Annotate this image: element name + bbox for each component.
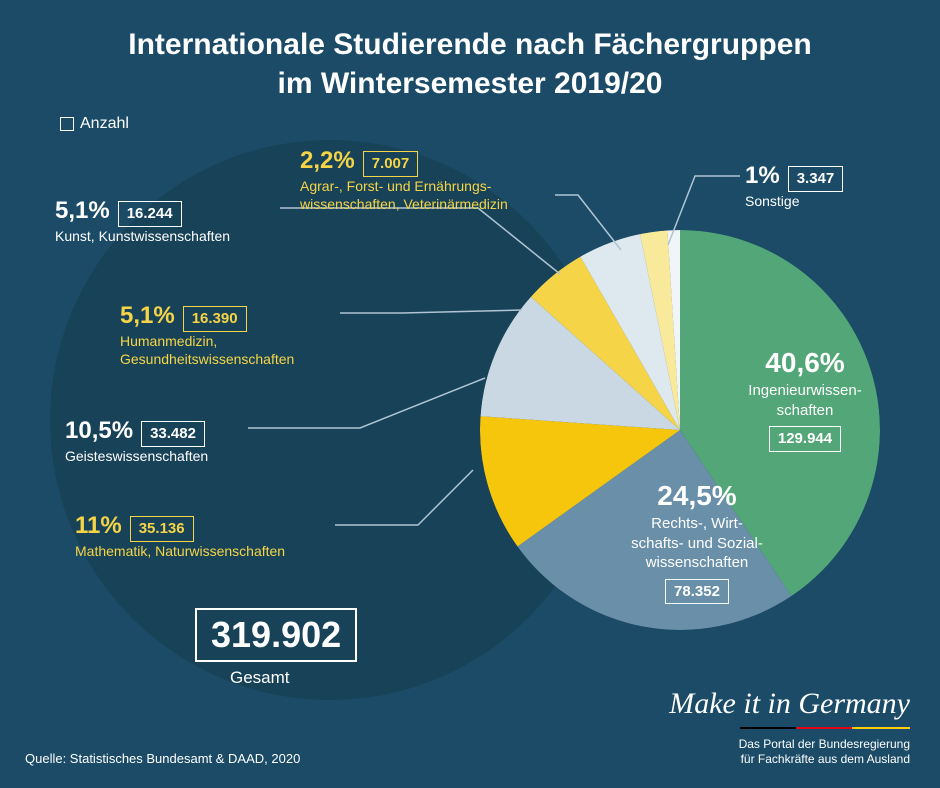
label-law: 24,5%Rechts-, Wirt-schafts- und Sozial-w…	[612, 478, 782, 604]
pct-med: 5,1%	[120, 302, 175, 329]
label-agr: 2,2% 7.007Agrar-, Forst- und Ernährungs-w…	[300, 145, 508, 213]
legend-label: Anzahl	[80, 115, 129, 132]
pct-art: 5,1%	[55, 197, 110, 224]
cat-agr: Agrar-, Forst- und Ernährungs-wissenscha…	[300, 177, 508, 213]
count-med: 16.390	[183, 306, 247, 332]
cat-med: Humanmedizin,Gesundheitswissenschaften	[120, 332, 294, 368]
title-line-1: Internationale Studierende nach Fächergr…	[128, 28, 811, 61]
brand-underline	[740, 727, 910, 729]
count-hum: 33.482	[141, 421, 205, 447]
count-agr: 7.007	[363, 151, 419, 177]
count-art: 16.244	[118, 201, 182, 227]
pct-oth: 1%	[745, 162, 780, 189]
label-med: 5,1% 16.390Humanmedizin,Gesundheitswissen…	[120, 300, 294, 368]
cat-oth: Sonstige	[745, 192, 843, 210]
pct-agr: 2,2%	[300, 147, 355, 174]
pct-eng: 40,6%	[720, 345, 890, 381]
count-eng: 129.944	[769, 426, 841, 452]
title-line-2: im Wintersemester 2019/20	[278, 67, 663, 100]
total-number: 319.902	[195, 608, 357, 662]
pct-hum: 10,5%	[65, 417, 133, 444]
legend: Anzahl	[60, 115, 129, 133]
brand-signature: Make it in Germany	[669, 684, 910, 723]
total-label: Gesamt	[195, 668, 357, 688]
cat-law: Rechts-, Wirt-schafts- und Sozial-wissen…	[612, 514, 782, 573]
cat-math: Mathematik, Naturwissenschaften	[75, 542, 285, 560]
brand-block: Make it in Germany Das Portal der Bundes…	[669, 684, 910, 768]
legend-box-icon	[60, 117, 74, 131]
cat-hum: Geisteswissenschaften	[65, 447, 208, 465]
total-block: 319.902 Gesamt	[195, 608, 357, 688]
source-citation: Quelle: Statistisches Bundesamt & DAAD, …	[25, 751, 300, 766]
cat-art: Kunst, Kunstwissenschaften	[55, 227, 230, 245]
brand-line-2: für Fachkräfte aus dem Ausland	[669, 752, 910, 768]
label-art: 5,1% 16.244Kunst, Kunstwissenschaften	[55, 195, 230, 245]
pct-math: 11%	[75, 512, 122, 539]
cat-eng: Ingenieurwissen-schaften	[720, 381, 890, 420]
label-oth: 1% 3.347Sonstige	[745, 160, 843, 210]
label-eng: 40,6%Ingenieurwissen-schaften 129.944	[720, 345, 890, 452]
brand-line-1: Das Portal der Bundesregierung	[669, 737, 910, 753]
count-law: 78.352	[665, 579, 729, 605]
label-math: 11% 35.136Mathematik, Naturwissenschaften	[75, 510, 285, 560]
page-title: Internationale Studierende nach Fächergr…	[0, 0, 940, 103]
pct-law: 24,5%	[612, 478, 782, 514]
label-hum: 10,5% 33.482Geisteswissenschaften	[65, 415, 208, 465]
count-math: 35.136	[130, 516, 194, 542]
count-oth: 3.347	[788, 166, 844, 192]
